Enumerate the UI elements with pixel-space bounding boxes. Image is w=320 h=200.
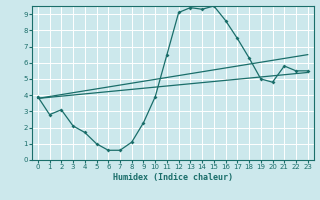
X-axis label: Humidex (Indice chaleur): Humidex (Indice chaleur) bbox=[113, 173, 233, 182]
